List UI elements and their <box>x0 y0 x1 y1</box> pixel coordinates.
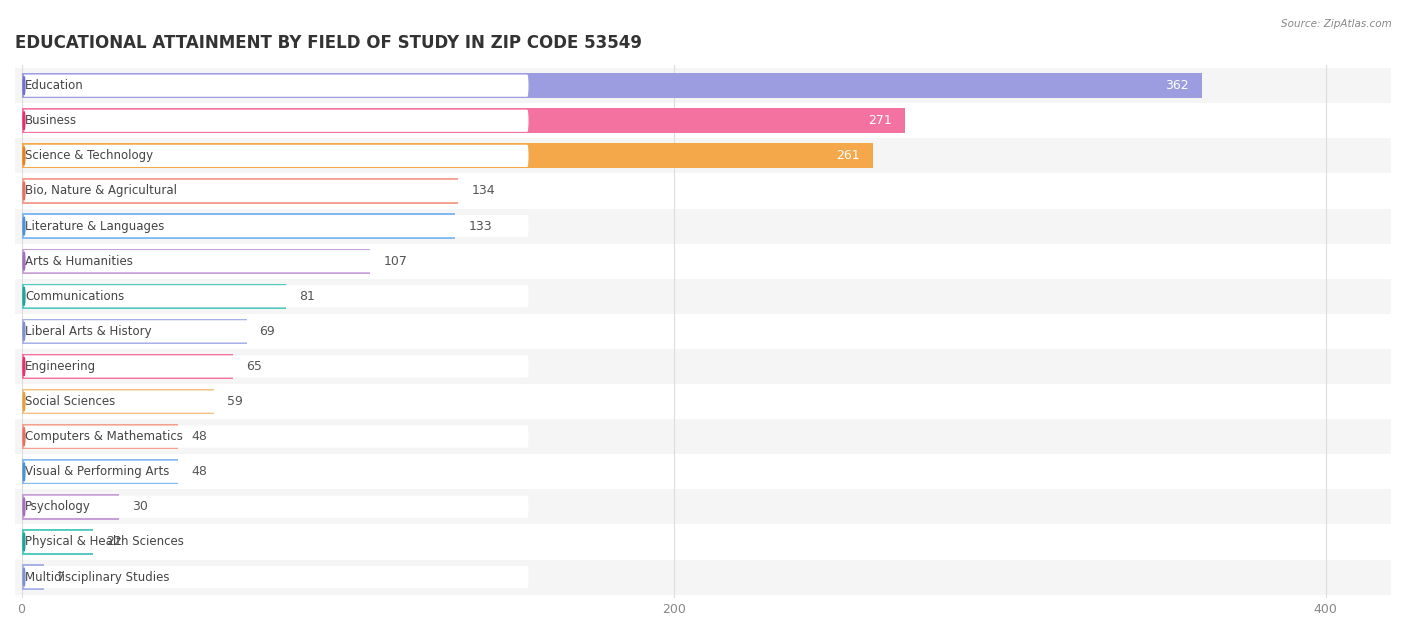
Bar <box>15 419 1391 454</box>
Text: Computers & Mathematics: Computers & Mathematics <box>25 430 183 443</box>
FancyBboxPatch shape <box>22 74 529 97</box>
Bar <box>15 524 1391 560</box>
Text: 261: 261 <box>837 150 859 162</box>
FancyBboxPatch shape <box>22 215 529 237</box>
Circle shape <box>24 112 25 130</box>
Bar <box>15 68 1391 103</box>
Text: Arts & Humanities: Arts & Humanities <box>25 255 134 268</box>
FancyBboxPatch shape <box>22 250 529 272</box>
FancyBboxPatch shape <box>22 425 529 448</box>
Text: Liberal Arts & History: Liberal Arts & History <box>25 325 152 338</box>
Text: 271: 271 <box>869 114 893 127</box>
Bar <box>15 174 1391 208</box>
Text: Science & Technology: Science & Technology <box>25 150 153 162</box>
Circle shape <box>24 287 25 305</box>
FancyBboxPatch shape <box>22 180 529 202</box>
Text: Education: Education <box>25 79 84 92</box>
Bar <box>21 319 246 344</box>
FancyBboxPatch shape <box>22 110 529 132</box>
FancyBboxPatch shape <box>22 461 529 483</box>
Bar <box>21 494 120 519</box>
Circle shape <box>24 568 25 586</box>
Bar <box>21 529 93 555</box>
Bar <box>21 179 458 204</box>
Circle shape <box>24 533 25 551</box>
Bar <box>21 459 179 485</box>
Bar <box>21 354 233 379</box>
Bar <box>21 249 370 274</box>
Text: 48: 48 <box>191 465 207 478</box>
Bar <box>21 283 285 309</box>
Text: 7: 7 <box>58 570 66 584</box>
Circle shape <box>24 147 25 165</box>
FancyBboxPatch shape <box>22 391 529 413</box>
FancyBboxPatch shape <box>22 321 529 343</box>
FancyBboxPatch shape <box>22 144 529 167</box>
Bar <box>15 349 1391 384</box>
Bar <box>15 279 1391 314</box>
Circle shape <box>24 428 25 446</box>
FancyBboxPatch shape <box>22 355 529 377</box>
Bar <box>15 314 1391 349</box>
Text: 69: 69 <box>260 325 276 338</box>
Circle shape <box>24 322 25 341</box>
Text: 133: 133 <box>468 220 492 233</box>
Circle shape <box>24 392 25 411</box>
Text: 22: 22 <box>107 536 122 548</box>
Bar <box>15 454 1391 489</box>
Text: Literature & Languages: Literature & Languages <box>25 220 165 233</box>
Bar <box>21 108 905 133</box>
Circle shape <box>24 182 25 200</box>
Bar <box>15 489 1391 524</box>
Text: 134: 134 <box>471 184 495 198</box>
FancyBboxPatch shape <box>22 566 529 588</box>
FancyBboxPatch shape <box>22 531 529 553</box>
Bar <box>15 384 1391 419</box>
Text: Bio, Nature & Agricultural: Bio, Nature & Agricultural <box>25 184 177 198</box>
Text: 59: 59 <box>226 395 243 408</box>
Bar <box>15 208 1391 244</box>
Text: 65: 65 <box>246 360 263 373</box>
Text: Source: ZipAtlas.com: Source: ZipAtlas.com <box>1281 19 1392 29</box>
Text: Multidisciplinary Studies: Multidisciplinary Studies <box>25 570 170 584</box>
Bar <box>21 73 1202 98</box>
Text: 48: 48 <box>191 430 207 443</box>
Text: Social Sciences: Social Sciences <box>25 395 115 408</box>
FancyBboxPatch shape <box>22 285 529 307</box>
Circle shape <box>24 357 25 375</box>
Bar <box>15 244 1391 279</box>
FancyBboxPatch shape <box>22 496 529 518</box>
Circle shape <box>24 252 25 270</box>
Bar <box>21 213 456 239</box>
Text: Communications: Communications <box>25 290 124 303</box>
Text: Physical & Health Sciences: Physical & Health Sciences <box>25 536 184 548</box>
Text: EDUCATIONAL ATTAINMENT BY FIELD OF STUDY IN ZIP CODE 53549: EDUCATIONAL ATTAINMENT BY FIELD OF STUDY… <box>15 34 643 52</box>
Bar <box>21 389 214 414</box>
Circle shape <box>24 76 25 95</box>
Circle shape <box>24 498 25 516</box>
Bar <box>15 103 1391 138</box>
Bar <box>21 143 873 168</box>
Text: Psychology: Psychology <box>25 500 91 514</box>
Text: Engineering: Engineering <box>25 360 96 373</box>
Text: Visual & Performing Arts: Visual & Performing Arts <box>25 465 170 478</box>
Circle shape <box>24 463 25 481</box>
Text: 81: 81 <box>298 290 315 303</box>
Text: 362: 362 <box>1166 79 1189 92</box>
Bar <box>15 138 1391 174</box>
Bar <box>15 560 1391 594</box>
Bar <box>21 424 179 449</box>
Text: Business: Business <box>25 114 77 127</box>
Text: 107: 107 <box>384 255 408 268</box>
Bar <box>21 565 45 590</box>
Text: 30: 30 <box>132 500 148 514</box>
Circle shape <box>24 217 25 235</box>
